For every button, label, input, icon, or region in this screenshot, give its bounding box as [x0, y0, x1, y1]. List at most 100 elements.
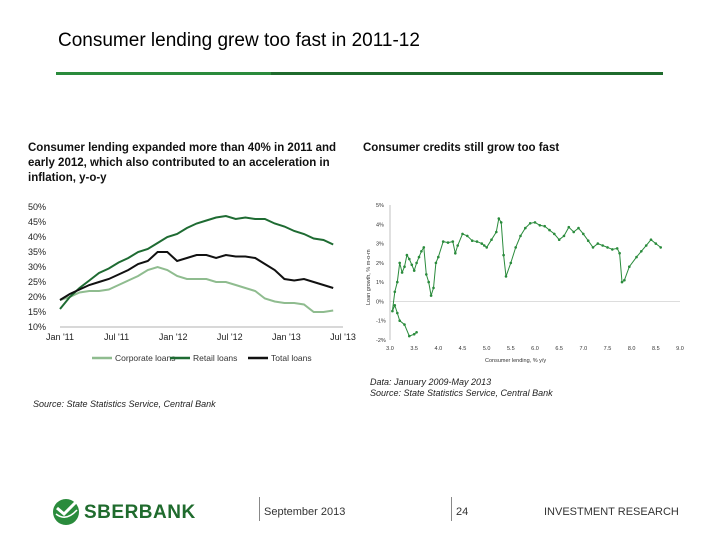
y-tick-label: 40% — [28, 232, 46, 242]
data-point — [618, 251, 621, 255]
x-tick-label: Jul '12 — [217, 332, 243, 342]
data-point — [441, 240, 445, 243]
data-point — [654, 242, 658, 245]
data-point — [412, 332, 416, 336]
y-tick-label: -2% — [376, 338, 386, 344]
y-tick-label: 15% — [28, 307, 46, 317]
x-tick-label: Jan '13 — [272, 332, 301, 342]
x-tick-label: Jul '13 — [330, 332, 356, 342]
data-point — [543, 224, 546, 228]
data-point — [644, 244, 648, 247]
data-point — [415, 331, 418, 334]
data-point — [586, 239, 590, 242]
x-tick-label: Jan '12 — [159, 332, 188, 342]
left-chart-caption: Consumer lending expanded more than 40% … — [28, 142, 337, 184]
data-point — [649, 238, 653, 241]
y-tick-label: 4% — [376, 222, 384, 228]
data-point — [403, 265, 406, 269]
data-point — [400, 271, 404, 274]
data-point — [659, 246, 662, 249]
legend-label: Total loans — [271, 353, 312, 363]
x-tick-label: 5.0 — [483, 346, 491, 352]
data-point — [553, 232, 556, 236]
data-point — [391, 309, 394, 313]
data-point — [628, 265, 631, 269]
data-point — [567, 225, 571, 229]
y-tick-label: 30% — [28, 262, 46, 272]
right-source-note: Source: State Statistics Service, Centra… — [370, 388, 553, 398]
data-point — [577, 226, 580, 230]
data-point — [499, 221, 503, 224]
data-point — [470, 239, 474, 242]
y-tick-label: 3% — [376, 242, 384, 248]
data-point — [410, 263, 414, 267]
data-point — [497, 217, 501, 220]
x-tick-label: 7.0 — [580, 346, 588, 352]
data-point — [635, 255, 638, 259]
data-point — [432, 286, 435, 290]
data-point — [454, 251, 457, 255]
left-source-note: Source: State Statistics Service, Centra… — [33, 399, 216, 409]
data-point — [461, 232, 464, 236]
data-point — [533, 221, 537, 224]
data-point — [427, 280, 431, 284]
data-point — [548, 228, 551, 232]
data-point — [403, 323, 406, 326]
data-point — [466, 234, 469, 238]
data-point — [475, 240, 479, 243]
data-point — [451, 240, 455, 243]
data-point — [398, 319, 402, 323]
y-tick-label: 2% — [376, 261, 384, 267]
data-point — [606, 246, 609, 249]
title-underline-left — [56, 72, 271, 75]
y-tick-label: 25% — [28, 277, 46, 287]
data-point — [408, 257, 411, 261]
title-underline-right — [271, 72, 663, 75]
legend-label: Corporate loans — [115, 353, 175, 363]
y-tick-label: 20% — [28, 292, 46, 302]
data-point — [425, 273, 428, 276]
data-point — [582, 232, 585, 236]
y-tick-label: 0% — [376, 299, 384, 305]
x-tick-label: 8.0 — [628, 346, 636, 352]
y-tick-label: 50% — [28, 202, 46, 212]
x-tick-label: 6.0 — [531, 346, 539, 352]
footer-separator-1 — [259, 497, 260, 521]
data-point — [596, 242, 600, 245]
data-point — [446, 241, 450, 244]
data-point — [514, 246, 517, 249]
x-tick-label: 6.5 — [555, 346, 563, 352]
data-point — [509, 261, 513, 265]
x-tick-label: 7.5 — [604, 346, 612, 352]
x-tick-label: 8.5 — [652, 346, 660, 352]
data-point — [519, 234, 522, 238]
data-point — [415, 261, 418, 265]
data-point — [396, 280, 399, 284]
data-point — [398, 261, 402, 265]
data-point — [524, 226, 527, 230]
x-tick-label: 3.5 — [410, 346, 418, 352]
y-tick-label: 35% — [28, 247, 46, 257]
right-data-note: Data: January 2009-May 2013 — [370, 377, 492, 387]
data-point — [412, 269, 416, 272]
data-point — [495, 230, 498, 234]
footer-page-number: 24 — [456, 506, 469, 518]
data-point — [420, 250, 423, 253]
data-point — [502, 253, 505, 257]
data-point — [538, 224, 542, 227]
x-tick-label: Jan '11 — [46, 332, 74, 342]
data-point — [557, 238, 561, 241]
data-point — [490, 238, 493, 241]
data-point — [601, 244, 604, 247]
data-point — [611, 248, 614, 251]
x-tick-label: 4.0 — [435, 346, 443, 352]
y-tick-label: 10% — [28, 322, 46, 332]
data-point — [504, 275, 508, 278]
x-tick-label: 5.5 — [507, 346, 515, 352]
y-axis-title: Loan growth, % m-o-m — [366, 249, 372, 305]
data-point — [434, 261, 438, 265]
data-point — [405, 253, 409, 257]
data-point — [623, 278, 626, 282]
